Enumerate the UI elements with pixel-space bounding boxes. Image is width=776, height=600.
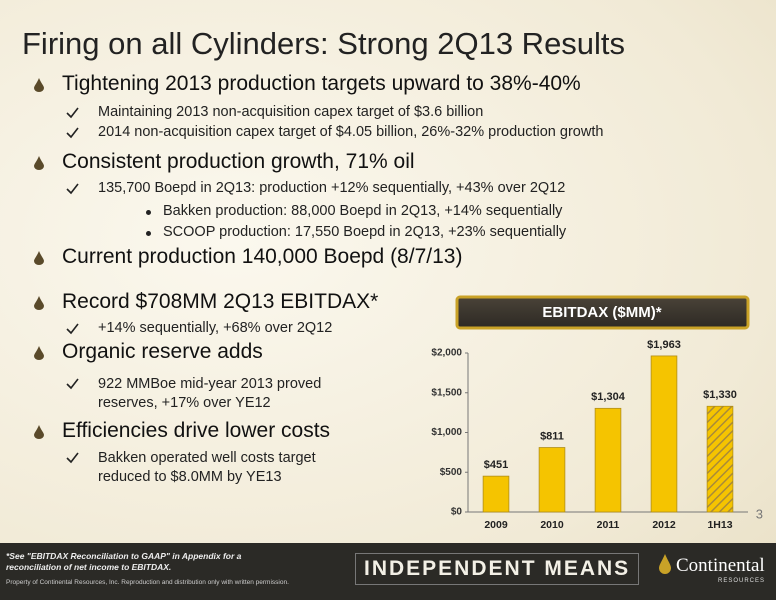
slide-title: Firing on all Cylinders: Strong 2Q13 Res… — [22, 26, 626, 61]
logo: Continental — [676, 555, 765, 576]
sub-bullet dot — [146, 231, 151, 236]
footer: *See "EBITDAX Reconciliation to GAAP" in… — [0, 543, 776, 600]
logo-drop — [659, 554, 671, 574]
chart-title-box — [455, 295, 750, 330]
x-tick-label: 1H13 — [707, 519, 732, 531]
value-label: $1,304 — [591, 391, 626, 403]
logo-sub: RESOURCES — [718, 578, 766, 584]
check-item: 922 MMBoe mid-year 2013 proved reserves,… — [98, 376, 322, 411]
bullet-drop — [34, 346, 44, 360]
bullet-heading: Efficiencies drive lower costs — [62, 419, 331, 442]
tagline: INDEPENDENT MEANS — [355, 553, 640, 585]
check-item: Bakken operated well costs target reduce… — [98, 450, 316, 485]
check-mark — [66, 127, 79, 139]
copyright: Property of Continental Resources, Inc. … — [6, 579, 289, 586]
bullet-drop — [34, 296, 44, 310]
check-mark — [66, 452, 79, 464]
y-tick-label: $0 — [451, 507, 463, 518]
check-item: Maintaining 2013 non-acquisition capex t… — [98, 104, 484, 120]
check-item: 135,700 Boepd in 2Q13: production +12% s… — [98, 180, 566, 196]
bullet-heading: Record $708MM 2Q13 EBITDAX* — [62, 290, 379, 313]
chart: EBITDAX ($MM)* 3 $0 $500 $1,000 $1,500 $2,00… — [431, 295, 763, 531]
y-tick-label: $1,500 — [431, 387, 462, 398]
value-label: $451 — [484, 459, 508, 471]
bar — [538, 447, 566, 513]
bullet-drop — [34, 156, 44, 170]
check-mark — [66, 378, 79, 390]
footnote: *See "EBITDAX Reconciliation to GAAP" in… — [6, 551, 242, 572]
bar — [594, 407, 622, 513]
sub-bullet dot — [146, 210, 151, 215]
sub-item: Bakken production: 88,000 Boepd in 2Q13,… — [163, 203, 563, 219]
bar — [706, 405, 734, 513]
bullet-drop — [34, 251, 44, 265]
chart-title: EBITDAX ($MM)* — [542, 304, 661, 321]
value-label: $1,330 — [703, 389, 737, 401]
bullet-heading: Current production 140,000 Boepd (8/7/13… — [62, 245, 463, 268]
bar — [482, 475, 510, 513]
bullet-heading: Tightening 2013 production targets upwar… — [62, 72, 581, 95]
x-tick-label: 2012 — [652, 519, 676, 531]
y-tick-label: $1,000 — [431, 427, 462, 438]
check-item: 2014 non-acquisition capex target of $4.… — [98, 124, 604, 140]
bullet-heading: Consistent production growth, 71% oil — [62, 150, 415, 173]
page-number: 3 — [756, 506, 763, 521]
x-tick-label: 2010 — [540, 519, 564, 531]
bar — [650, 355, 678, 513]
bullet-heading: Organic reserve adds — [62, 340, 263, 363]
value-label: $811 — [540, 430, 564, 442]
value-label: $1,963 — [647, 339, 681, 351]
bullet-drop — [34, 425, 44, 439]
y-tick-label: $2,000 — [431, 348, 462, 359]
sub-item: SCOOP production: 17,550 Boepd in 2Q13, … — [163, 224, 567, 240]
check-mark — [66, 107, 79, 119]
check-mark — [66, 183, 79, 195]
bullet-drop — [34, 78, 44, 92]
x-tick-label: 2011 — [597, 519, 620, 531]
y-tick-label: $500 — [440, 467, 463, 478]
check-mark — [66, 323, 79, 335]
check-item: +14% sequentially, +68% over 2Q12 — [98, 320, 333, 336]
x-tick-label: 2009 — [484, 519, 508, 531]
